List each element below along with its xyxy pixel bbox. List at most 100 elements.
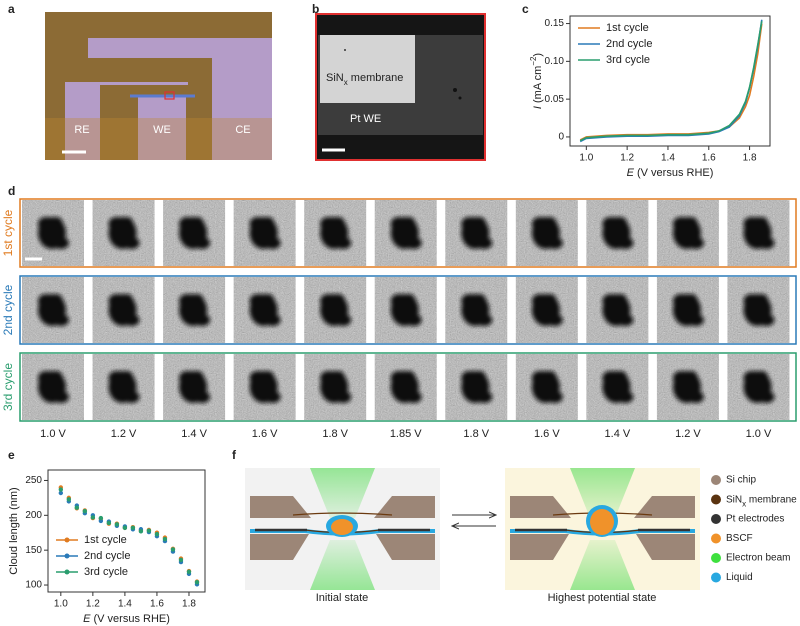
cloud-part bbox=[405, 391, 422, 403]
cloud-part bbox=[672, 217, 689, 231]
cloud-part bbox=[617, 314, 634, 326]
particle-cloud bbox=[390, 371, 422, 403]
cloud-part bbox=[51, 294, 63, 310]
particle-cloud bbox=[179, 294, 211, 326]
particle-cloud bbox=[320, 217, 352, 249]
cloud-part bbox=[108, 294, 125, 308]
panel-a-image bbox=[45, 12, 272, 160]
legend-label: Pt electrodes bbox=[726, 514, 784, 525]
legend-label: 2nd cycle bbox=[84, 550, 130, 562]
particle-cloud bbox=[179, 371, 211, 403]
cloud-part bbox=[476, 314, 493, 326]
potential-label: 1.8 V bbox=[322, 428, 348, 440]
cloud-part bbox=[602, 217, 619, 231]
cloud-part bbox=[461, 217, 478, 231]
cloud-part bbox=[615, 294, 628, 310]
cloud-part bbox=[531, 294, 548, 308]
text-part: x bbox=[742, 499, 746, 508]
legend-dot bbox=[711, 572, 721, 583]
row-label: 3rd cycle bbox=[1, 363, 15, 411]
text-part: membrane bbox=[746, 494, 797, 505]
x-tick-label: 1.4 bbox=[118, 599, 132, 610]
x-tick-label: 1.4 bbox=[661, 153, 675, 164]
particle-cloud bbox=[320, 371, 352, 403]
y-tick-label: 200 bbox=[25, 510, 42, 521]
cloud-part bbox=[320, 294, 337, 308]
cloud-part bbox=[403, 294, 416, 310]
cloud-part bbox=[544, 217, 557, 233]
x-tick-label: 1.6 bbox=[702, 153, 716, 164]
scatter-point bbox=[98, 515, 104, 521]
particle-cloud bbox=[249, 217, 281, 249]
cloud-part bbox=[38, 371, 54, 385]
particle-cloud bbox=[390, 294, 422, 326]
cloud-part bbox=[474, 294, 487, 310]
cloud-part bbox=[333, 294, 346, 310]
panel-label: c bbox=[522, 2, 529, 16]
cloud-part bbox=[546, 391, 563, 403]
scatter-point bbox=[146, 528, 152, 533]
cloud-part bbox=[405, 314, 422, 326]
row-label: 2nd cycle bbox=[1, 284, 15, 335]
cloud-part bbox=[192, 294, 205, 310]
cloud-part bbox=[687, 391, 704, 403]
cloud-part bbox=[249, 217, 266, 231]
scatter-point bbox=[194, 580, 200, 585]
legend-label: BSCF bbox=[726, 533, 753, 544]
cloud-part bbox=[123, 314, 140, 326]
cloud-part bbox=[123, 391, 140, 403]
cloud-part bbox=[333, 217, 346, 233]
legend-label: 3rd cycle bbox=[84, 566, 128, 578]
scatter-point bbox=[170, 547, 176, 552]
potential-label: 1.6 V bbox=[534, 428, 560, 440]
legend-label: 2nd cycle bbox=[606, 38, 652, 50]
legend-label: Electron beam bbox=[726, 553, 790, 564]
plot-frame bbox=[47, 469, 206, 593]
cloud-part bbox=[38, 294, 54, 308]
scatter-point bbox=[154, 531, 160, 537]
cloud-part bbox=[333, 371, 346, 387]
panel-label: a bbox=[8, 2, 15, 16]
cloud-part bbox=[461, 294, 478, 308]
cloud-part bbox=[121, 217, 134, 233]
y-tick-label: 250 bbox=[25, 475, 42, 486]
particle-cloud bbox=[108, 217, 140, 249]
text-part: E bbox=[83, 613, 91, 625]
particle-cloud bbox=[320, 294, 352, 326]
row-label: 1st cycle bbox=[1, 209, 15, 256]
y-tick-label: 0.15 bbox=[545, 18, 565, 29]
state-caption: Initial state bbox=[316, 592, 369, 604]
cloud-part bbox=[743, 217, 760, 231]
cloud-part bbox=[756, 294, 769, 310]
text-part: E bbox=[627, 167, 635, 179]
particle-cloud bbox=[108, 371, 140, 403]
cloud-part bbox=[546, 237, 563, 249]
cloud-part bbox=[544, 371, 557, 387]
panel-label: b bbox=[312, 2, 319, 16]
particle-cloud bbox=[531, 217, 563, 249]
text-part: (V versus RHE) bbox=[90, 613, 169, 625]
text-part: (V versus RHE) bbox=[634, 167, 713, 179]
cloud-part bbox=[617, 391, 634, 403]
electrode-label: RE bbox=[74, 124, 89, 136]
particle-cloud bbox=[602, 371, 634, 403]
scatter-point bbox=[122, 525, 128, 531]
cloud-part bbox=[615, 217, 628, 233]
cloud-part bbox=[38, 217, 54, 231]
cloud-part bbox=[192, 371, 205, 387]
panel-label: e bbox=[8, 448, 15, 462]
x-tick-label: 1.0 bbox=[54, 599, 68, 610]
cloud-part bbox=[262, 371, 275, 387]
particle-cloud bbox=[38, 371, 69, 403]
legend-label: Liquid bbox=[726, 572, 753, 583]
cloud-part bbox=[179, 371, 196, 385]
cloud-part bbox=[758, 391, 775, 403]
x-tick-label: 1.6 bbox=[150, 599, 164, 610]
cloud-part bbox=[758, 314, 775, 326]
potential-label: 1.0 V bbox=[40, 428, 66, 440]
cloud-part bbox=[544, 294, 557, 310]
particle-cloud bbox=[743, 371, 775, 403]
cloud-part bbox=[672, 294, 689, 308]
cloud-part bbox=[335, 237, 352, 249]
y-tick-label: 0.05 bbox=[545, 94, 565, 105]
